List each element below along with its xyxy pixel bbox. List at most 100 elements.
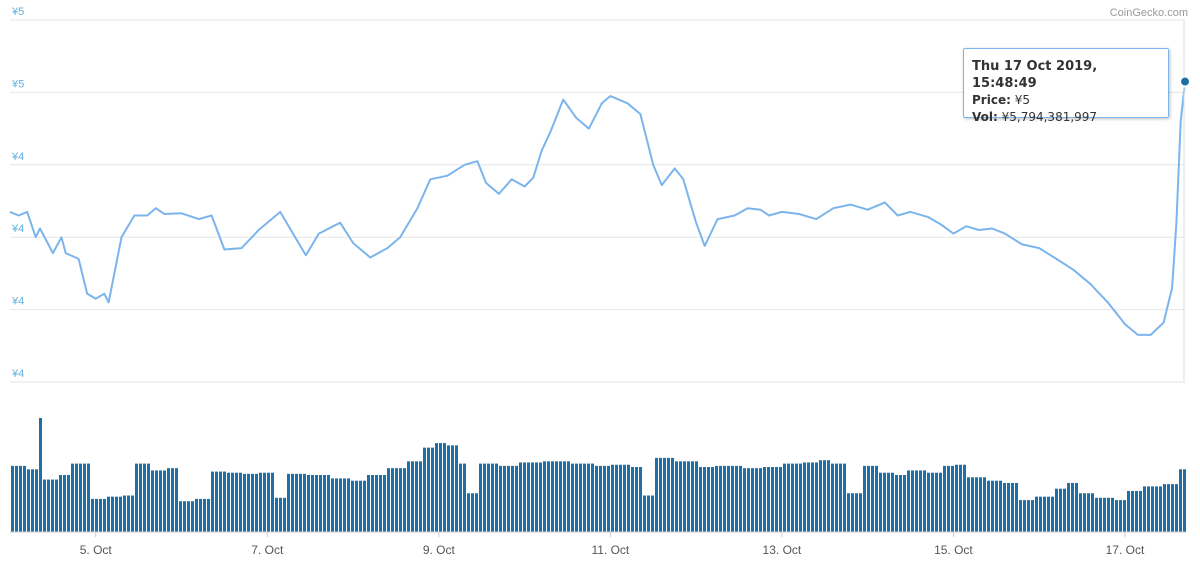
x-tick-label: 17. Oct (1106, 543, 1145, 557)
volume-bar (71, 463, 74, 532)
volume-bar (1015, 482, 1018, 532)
volume-bar (1167, 484, 1170, 532)
volume-bar (111, 496, 114, 532)
volume-bar (671, 457, 674, 532)
volume-bar (283, 497, 286, 532)
volume-bar (571, 463, 574, 532)
volume-bar (847, 493, 850, 532)
volume-bar (539, 462, 542, 532)
volume-bar (887, 472, 890, 532)
volume-bar (647, 495, 650, 532)
volume-bar (891, 472, 894, 532)
volume-bar (259, 472, 262, 532)
y-tick-label: ¥4 (11, 151, 24, 163)
volume-bar (615, 464, 618, 532)
volume-bar (1171, 484, 1174, 532)
volume-bar (343, 478, 346, 532)
volume-bar (903, 475, 906, 532)
volume-bar (843, 463, 846, 532)
volume-bar (707, 467, 710, 532)
volume-bar (15, 465, 18, 532)
volume-bar (191, 501, 194, 532)
volume-bar (563, 461, 566, 532)
volume-bar (147, 463, 150, 532)
volume-bar (127, 495, 130, 532)
volume-bar (239, 472, 242, 532)
volume-bar (495, 463, 498, 532)
volume-bars (11, 418, 1186, 532)
volume-bar (879, 472, 882, 532)
volume-bar (59, 475, 62, 532)
volume-bar (599, 465, 602, 532)
volume-bar (139, 463, 142, 532)
volume-bar (967, 477, 970, 532)
volume-bar (747, 468, 750, 532)
volume-bar (455, 445, 458, 532)
volume-bar (123, 495, 126, 532)
volume-bar (1051, 496, 1054, 532)
volume-bar (863, 465, 866, 532)
volume-bar (767, 467, 770, 532)
coingecko-credit[interactable]: CoinGecko.com (1110, 7, 1188, 19)
volume-bar (79, 463, 82, 532)
volume-bar (1027, 500, 1030, 532)
volume-bar (1003, 482, 1006, 532)
tooltip-price-value: ¥5 (1014, 93, 1030, 107)
hover-point[interactable] (1179, 75, 1191, 88)
volume-bar (1155, 486, 1158, 532)
volume-bar (651, 495, 654, 532)
volume-bar (55, 479, 58, 532)
volume-bar (787, 463, 790, 532)
volume-bar (939, 472, 942, 532)
volume-bar (871, 465, 874, 532)
volume-bar (795, 463, 798, 532)
volume-bar (119, 496, 122, 532)
volume-bar (319, 475, 322, 532)
volume-bar (323, 475, 326, 532)
volume-bar (703, 467, 706, 532)
volume-bar (163, 470, 166, 532)
volume-bar (731, 465, 734, 532)
volume-bar (667, 457, 670, 532)
volume-bar (623, 464, 626, 532)
volume-bar (427, 447, 430, 532)
volume-bar (211, 471, 214, 532)
volume-bar (627, 464, 630, 532)
volume-bar (35, 469, 38, 532)
volume-bar (411, 461, 414, 532)
volume-bar (299, 473, 302, 532)
volume-bar (663, 457, 666, 532)
volume-bar (391, 468, 394, 532)
volume-bar (567, 461, 570, 532)
volume-bar (1067, 482, 1070, 532)
volume-bar (835, 463, 838, 532)
volume-bar (195, 498, 198, 532)
volume-bar (1031, 500, 1034, 532)
volume-bar (759, 468, 762, 532)
volume-bar (395, 468, 398, 532)
volume-bar (387, 468, 390, 532)
volume-bar (735, 465, 738, 532)
volume-bar (947, 465, 950, 532)
volume-bar (579, 463, 582, 532)
volume-bar (1087, 493, 1090, 532)
volume-bar (179, 501, 182, 532)
volume-bar (743, 468, 746, 532)
volume-bar (727, 465, 730, 532)
price-line (9, 81, 1186, 336)
volume-bar (115, 496, 118, 532)
volume-bar (315, 475, 318, 532)
x-tick-label: 13. Oct (763, 543, 802, 557)
volume-bar (547, 461, 550, 532)
volume-bar (311, 475, 314, 532)
volume-bar (327, 475, 330, 532)
volume-bar (351, 480, 354, 532)
volume-bar (515, 465, 518, 532)
volume-bar (263, 472, 266, 532)
volume-bar (87, 463, 90, 532)
x-tick-label: 15. Oct (934, 543, 973, 557)
volume-bar (1131, 490, 1134, 532)
volume-bar (831, 463, 834, 532)
volume-bar (23, 465, 26, 532)
